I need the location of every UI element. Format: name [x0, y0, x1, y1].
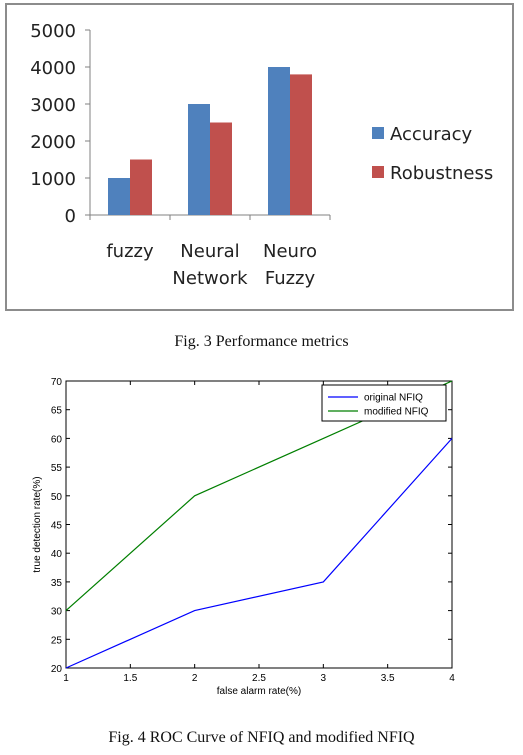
x-category-label: Neuro [263, 241, 317, 262]
fig4-caption: Fig. 4 ROC Curve of NFIQ and modified NF… [108, 729, 415, 746]
bar-accuracy [188, 104, 210, 215]
y-tick-label: 4000 [30, 58, 76, 79]
x-tick-label: 2.5 [252, 673, 266, 684]
x-category-label: Neural [180, 241, 239, 262]
y-tick-label: 50 [51, 492, 63, 503]
y-tick-label: 25 [51, 635, 63, 646]
y-tick-label: 30 [51, 607, 63, 618]
bar-accuracy [268, 67, 290, 215]
bar-robustness [130, 159, 152, 215]
y-tick-label: 60 [51, 434, 63, 445]
y-tick-label: 5000 [30, 21, 76, 42]
y-tick-label: 2000 [30, 132, 76, 153]
y-tick-label: 1000 [30, 169, 76, 190]
x-category-label: Fuzzy [265, 268, 316, 289]
legend-label: original NFIQ [364, 393, 423, 404]
y-tick-label: 35 [51, 578, 63, 589]
x-tick-label: 1.5 [123, 673, 137, 684]
y-tick-label: 45 [51, 521, 63, 532]
legend-swatch-robustness [372, 166, 384, 178]
x-axis-label: false alarm rate(%) [217, 686, 301, 697]
bar-robustness [290, 74, 312, 216]
x-tick-label: 3.5 [381, 673, 395, 684]
y-tick-label: 0 [65, 206, 76, 227]
legend-label-accuracy: Accuracy [390, 124, 473, 145]
x-tick-label: 3 [321, 673, 327, 684]
x-tick-label: 4 [449, 673, 455, 684]
bar-accuracy [108, 178, 130, 215]
y-tick-label: 20 [51, 664, 63, 675]
y-tick-label: 70 [51, 377, 63, 388]
x-category-label: fuzzy [106, 241, 154, 262]
fig3-caption: Fig. 3 Performance metrics [174, 333, 349, 350]
legend-label: modified NFIQ [364, 407, 429, 418]
legend-label-robustness: Robustness [390, 163, 493, 184]
y-tick-label: 40 [51, 549, 63, 560]
legend-box [321, 384, 447, 422]
y-tick-label: 55 [51, 463, 63, 474]
y-axis-label: true detection rate(%) [32, 476, 43, 572]
series-line-original-nfiq [65, 437, 453, 669]
y-tick-label: 65 [51, 406, 63, 417]
roc-line-chart: 1 1.5 2 2.5 3 3.5 4 20 25 30 35 40 45 50 55 60 65 70 false… [32, 377, 455, 697]
bar-robustness [210, 122, 232, 215]
y-tick-label: 3000 [30, 95, 76, 116]
performance-bar-chart: 0 1000 2000 3000 4000 5000 fuzzy Neural Network N… [30, 21, 493, 289]
x-category-label: Network [172, 268, 248, 289]
plot-area [65, 380, 453, 669]
x-tick-label: 2 [192, 673, 198, 684]
legend-swatch-accuracy [372, 127, 384, 139]
x-tick-label: 1 [63, 673, 69, 684]
